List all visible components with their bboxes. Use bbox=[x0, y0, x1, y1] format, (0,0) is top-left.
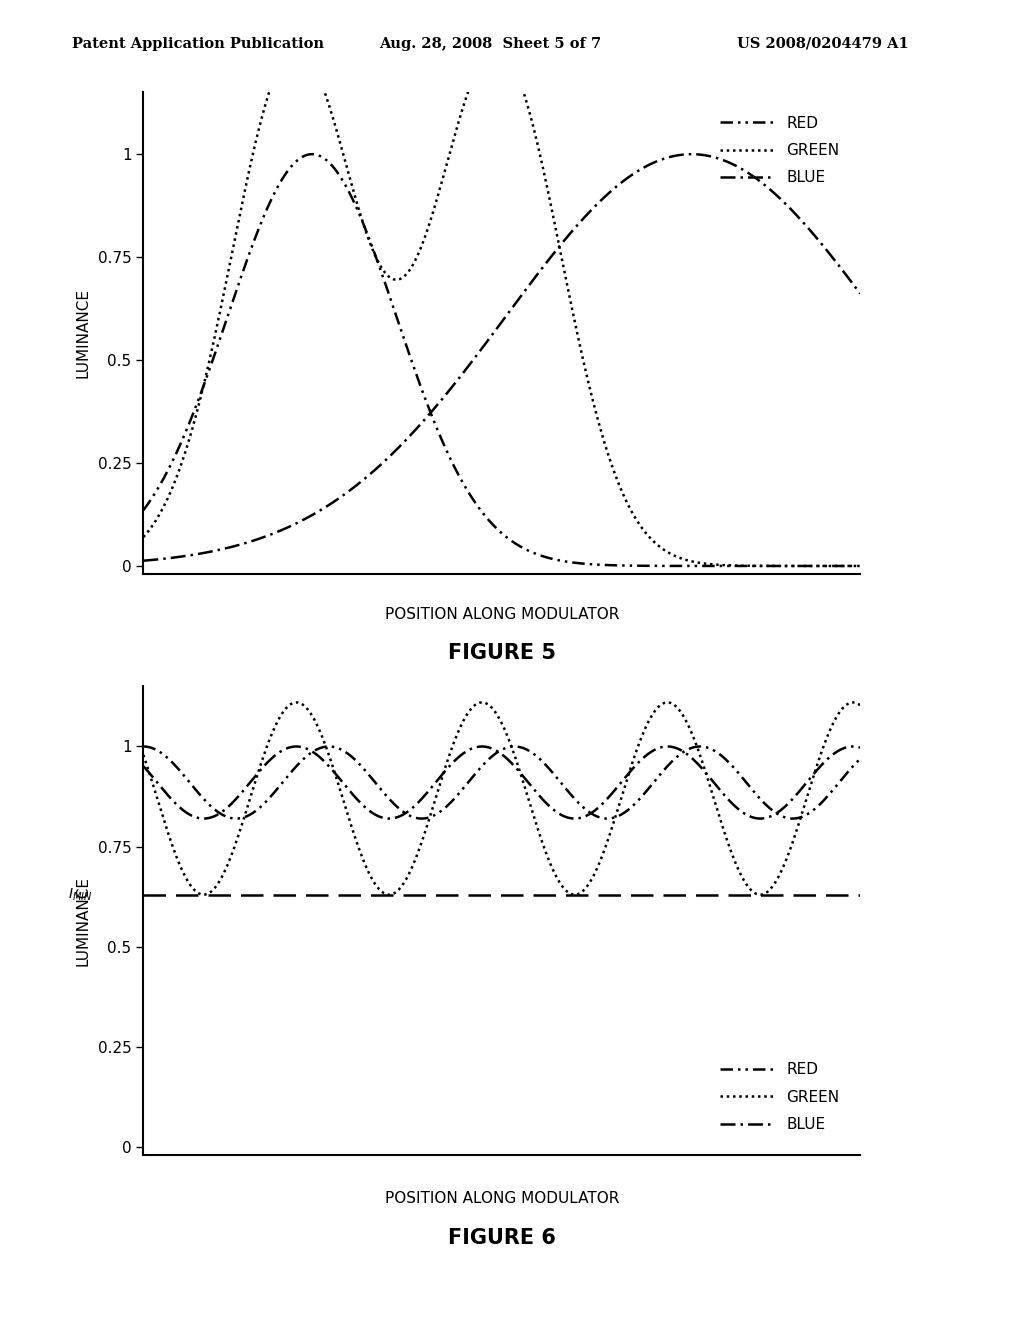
Legend: RED, GREEN, BLUE: RED, GREEN, BLUE bbox=[715, 110, 846, 191]
Y-axis label: LUMINANCE: LUMINANCE bbox=[76, 875, 91, 966]
Y-axis label: LUMINANCE: LUMINANCE bbox=[76, 288, 91, 379]
Text: $I_{MIN}$: $I_{MIN}$ bbox=[69, 887, 93, 903]
Text: POSITION ALONG MODULATOR: POSITION ALONG MODULATOR bbox=[385, 607, 618, 622]
Text: Aug. 28, 2008  Sheet 5 of 7: Aug. 28, 2008 Sheet 5 of 7 bbox=[379, 37, 601, 51]
Text: FIGURE 6: FIGURE 6 bbox=[447, 1228, 556, 1247]
Text: FIGURE 5: FIGURE 5 bbox=[447, 643, 556, 663]
Text: US 2008/0204479 A1: US 2008/0204479 A1 bbox=[737, 37, 909, 51]
Legend: RED, GREEN, BLUE: RED, GREEN, BLUE bbox=[715, 1056, 846, 1138]
Text: POSITION ALONG MODULATOR: POSITION ALONG MODULATOR bbox=[385, 1191, 618, 1205]
Text: Patent Application Publication: Patent Application Publication bbox=[72, 37, 324, 51]
